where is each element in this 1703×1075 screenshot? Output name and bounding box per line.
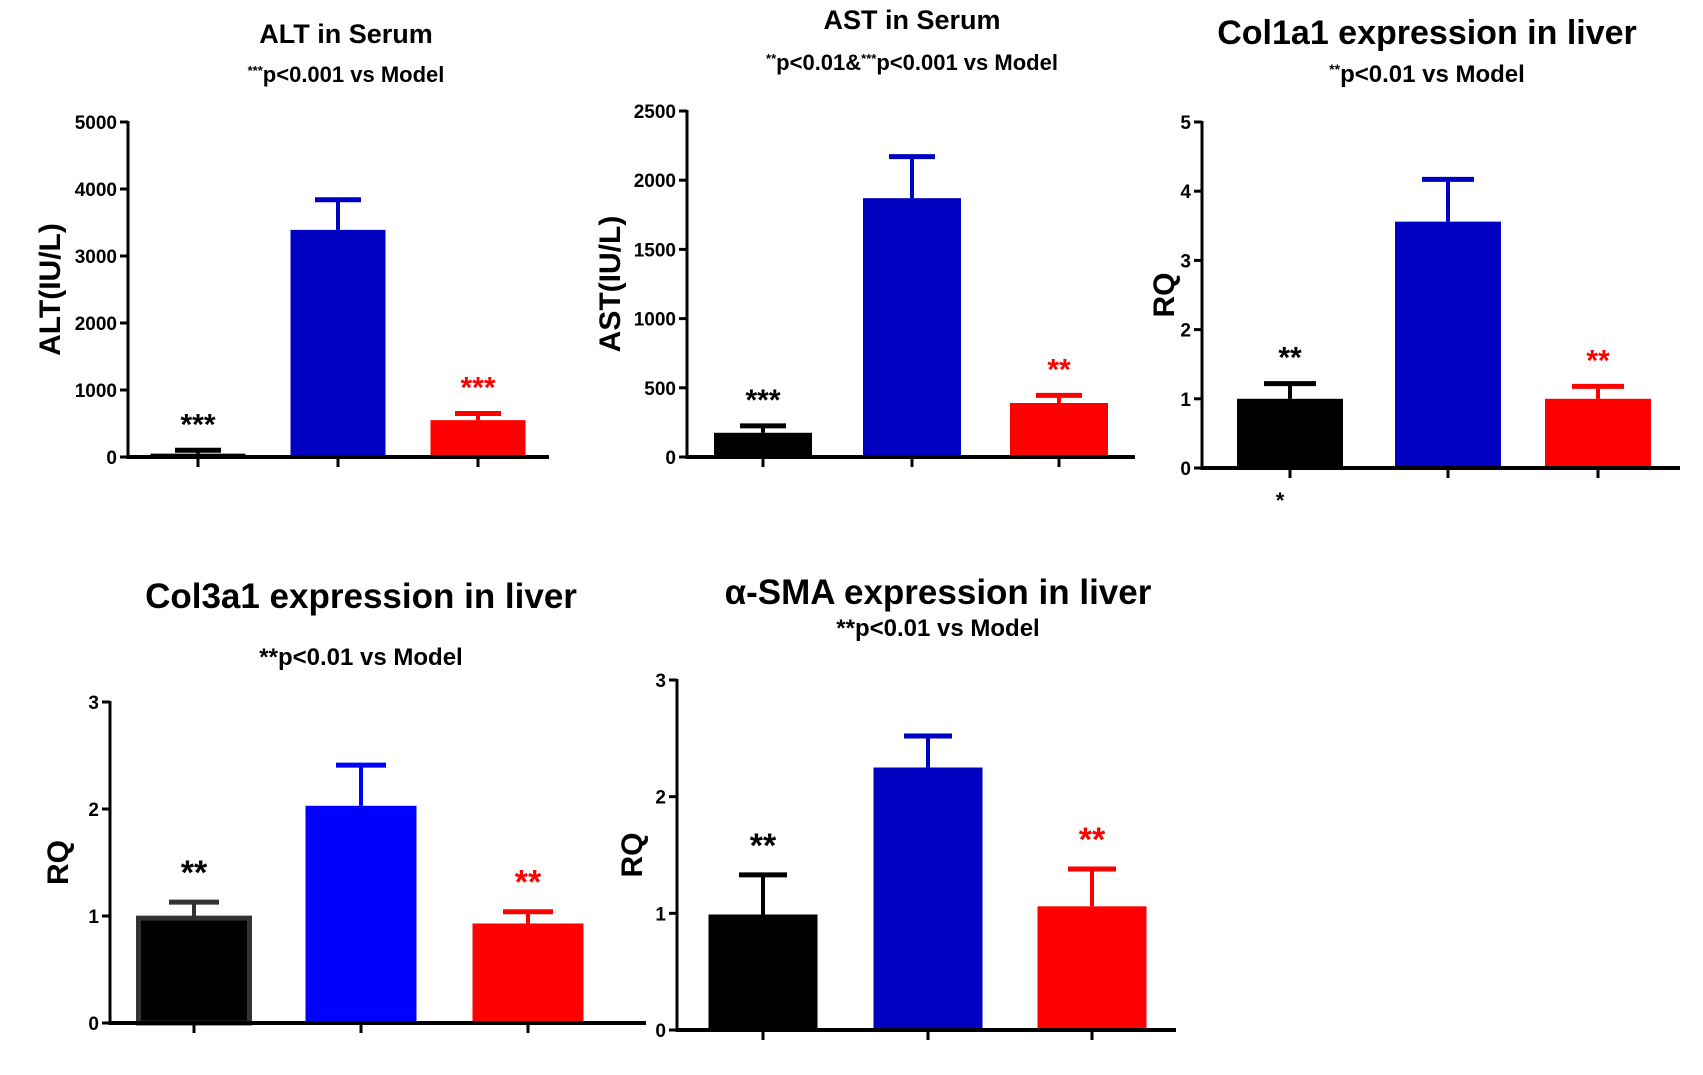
bar <box>1237 398 1343 468</box>
bar <box>863 198 961 457</box>
subtitle-text: p<0.01 vs Model <box>1340 61 1525 88</box>
y-tick-label: 0 <box>655 1021 666 1042</box>
chart-title: ALT in Serum <box>259 19 433 49</box>
y-tick-label: 5 <box>1180 113 1191 134</box>
chart-panel-3: Col1a1 expression in liver**p<0.01 vs Mo… <box>1148 14 1680 513</box>
y-tick-label: 2000 <box>634 171 676 192</box>
chart-subtitle: ***p<0.001 vs Model <box>248 62 445 87</box>
chart-title: α-SMA expression in liver <box>725 573 1152 612</box>
y-tick-label: 0 <box>1180 459 1191 480</box>
y-tick-label: 1 <box>88 907 99 928</box>
y-tick-label: 1000 <box>634 310 676 331</box>
chart-title: AST in Serum <box>823 5 1000 35</box>
y-tick-label: 2 <box>1180 321 1191 342</box>
subtitle-superscript: ** <box>1329 61 1340 77</box>
bar <box>430 420 526 457</box>
y-axis-label: RQ <box>1148 273 1181 318</box>
significance-mark: ** <box>1079 821 1106 859</box>
significance-mark: *** <box>460 371 495 404</box>
significance-mark: ** <box>515 864 542 902</box>
bar <box>1010 403 1108 457</box>
y-axis-label: RQ <box>42 840 75 885</box>
chart-panel-4: Col3a1 expression in liver **p<0.01 vs Mo… <box>42 577 646 1035</box>
significance-mark: ** <box>1278 342 1302 375</box>
y-tick-label: 0 <box>106 448 117 469</box>
y-tick-label: 2 <box>88 800 99 821</box>
chart-title: Col1a1 expression in liver <box>1217 14 1637 52</box>
chart-panel-2: AST in Serum**p<0.01&***p<0.001 vs Model… <box>594 5 1135 469</box>
y-axis-label: RQ <box>616 833 649 878</box>
chart-panel-1: ALT in Serum***p<0.001 vs ModelALT(IU/L)… <box>34 19 549 469</box>
y-tick-label: 500 <box>644 379 676 400</box>
subtitle-superscript: ** <box>766 51 777 66</box>
chart-subtitle: **p<0.01 vs Model <box>1329 61 1525 88</box>
bar <box>1545 398 1651 468</box>
y-tick-label: 5000 <box>75 113 117 134</box>
y-tick-label: 3 <box>655 671 666 692</box>
y-tick-label: 4 <box>1180 182 1191 203</box>
bar <box>1395 221 1501 468</box>
significance-mark: ** <box>750 827 777 865</box>
y-tick-label: 0 <box>665 448 676 469</box>
chart-subtitle: **p<0.01 vs Model <box>259 644 462 671</box>
chart-title: Col3a1 expression in liver <box>145 577 577 616</box>
bar <box>472 923 584 1023</box>
y-tick-label: 2000 <box>75 314 117 335</box>
y-tick-label: 3 <box>1180 251 1191 272</box>
significance-mark: ** <box>1586 344 1610 377</box>
y-tick-label: 3 <box>88 693 99 714</box>
y-tick-label: 1 <box>655 904 666 925</box>
subtitle-text: p<0.001 vs Model <box>263 62 445 87</box>
y-tick-label: 1500 <box>634 240 676 261</box>
y-axis-label: AST(IU/L) <box>594 216 627 353</box>
subtitle-superscript: *** <box>861 51 877 66</box>
significance-mark: ** <box>181 854 208 892</box>
chart-panel-5: α-SMA expression in liver **p<0.01 vs Mod… <box>616 573 1176 1042</box>
bar <box>708 914 818 1030</box>
bar <box>136 915 252 1026</box>
y-tick-label: 2 <box>655 788 666 809</box>
y-tick-label: 3000 <box>75 247 117 268</box>
y-tick-label: 2500 <box>634 102 676 123</box>
y-tick-label: 4000 <box>75 180 117 201</box>
chart-subtitle: **p<0.01 vs Model <box>836 615 1039 642</box>
bar <box>873 767 983 1030</box>
y-tick-label: 1000 <box>75 381 117 402</box>
y-tick-label: 0 <box>88 1014 99 1035</box>
bar <box>714 432 812 457</box>
subtitle-superscript: *** <box>248 63 264 78</box>
chart-subtitle: **p<0.01&***p<0.001 vs Model <box>766 50 1058 75</box>
significance-mark: ** <box>1047 353 1071 386</box>
bar <box>1037 906 1147 1030</box>
below-axis-note: * <box>1276 488 1285 513</box>
significance-mark: *** <box>180 408 215 441</box>
subtitle-text: p<0.001 vs Model <box>876 50 1058 75</box>
bar <box>290 229 386 457</box>
bar <box>305 805 417 1023</box>
significance-mark: *** <box>745 384 780 417</box>
subtitle-text: p<0.01& <box>776 50 861 75</box>
y-tick-label: 1 <box>1180 390 1191 411</box>
y-axis-label: ALT(IU/L) <box>34 223 67 356</box>
